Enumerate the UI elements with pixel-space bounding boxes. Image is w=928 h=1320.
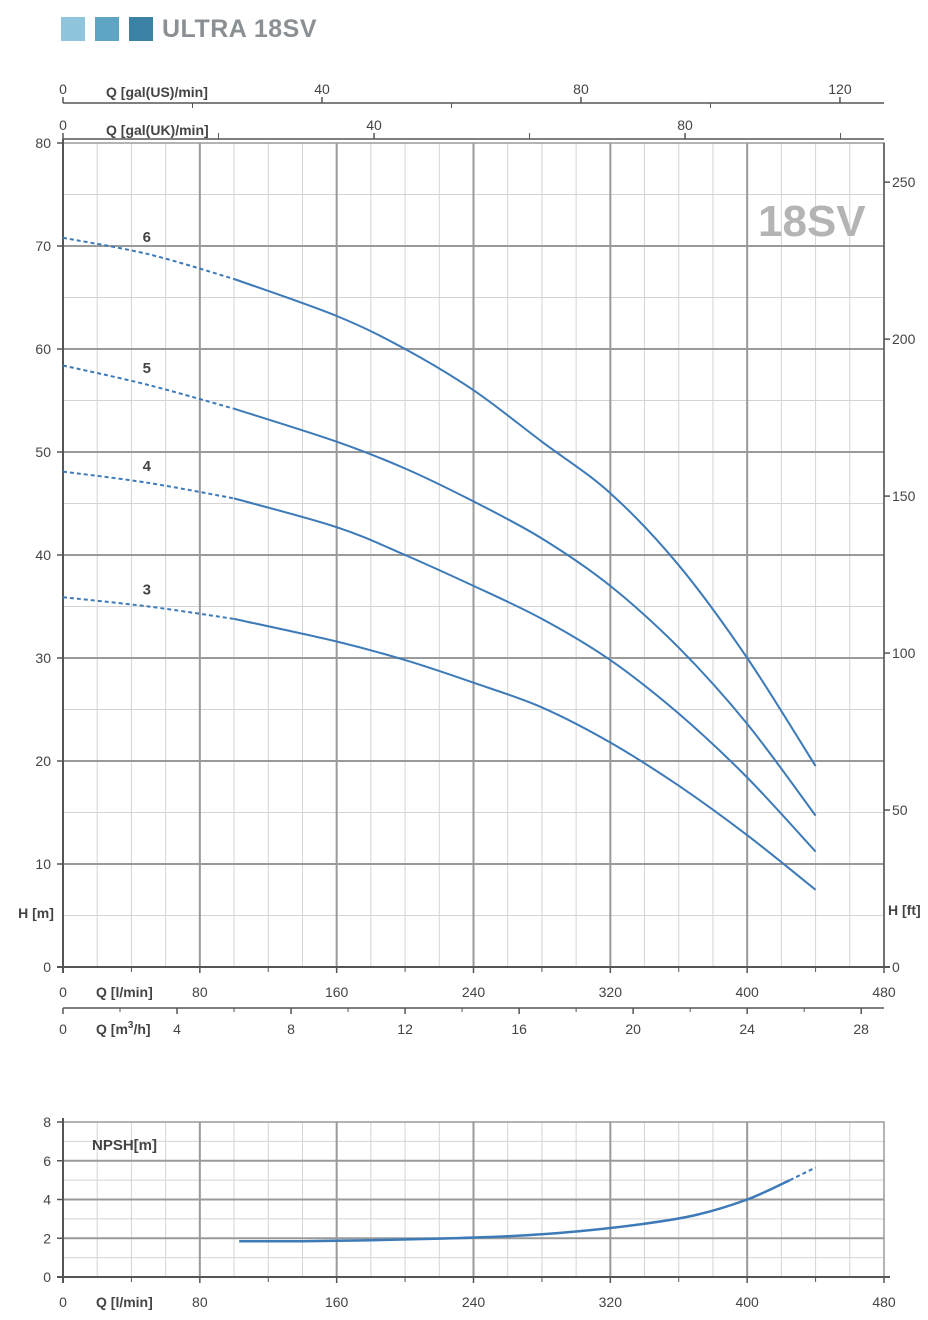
y2-tick-label: 150	[892, 488, 916, 504]
npsh-x-tick-label: 0	[59, 1294, 67, 1310]
npsh-y-tick-label: 6	[43, 1153, 51, 1169]
npsh-curve-dashed	[789, 1166, 817, 1181]
y-tick-label: 50	[35, 444, 51, 460]
npsh-x-tick-label: 320	[599, 1294, 623, 1310]
curve-label-6: 6	[143, 229, 151, 246]
curve-5-dashed	[62, 364, 235, 410]
npsh-x-tick-label: 240	[462, 1294, 486, 1310]
y2-tick-label: 50	[892, 802, 908, 818]
galus-tick-label: 120	[828, 81, 852, 97]
m3h-tick-label: 0	[59, 1021, 67, 1037]
x-tick-label: 160	[325, 984, 349, 1000]
y2-tick-label: 100	[892, 645, 916, 661]
curve-label-3: 3	[143, 582, 151, 599]
npsh-x-tick-label: 480	[872, 1294, 896, 1310]
y-tick-label: 10	[35, 856, 51, 872]
curve-3-dashed	[62, 596, 235, 620]
y2-tick-label: 200	[892, 331, 916, 347]
y-tick-label: 20	[35, 753, 51, 769]
x-tick-label: 400	[735, 984, 759, 1000]
npsh-x-tick-label: 400	[735, 1294, 759, 1310]
galuk-tick-label: 80	[677, 117, 693, 133]
y-tick-label: 40	[35, 547, 51, 563]
npsh-y-tick-label: 2	[43, 1230, 51, 1246]
x-tick-label: 480	[872, 984, 896, 1000]
m3h-tick-label: 20	[625, 1021, 641, 1037]
x-tick-label: 240	[462, 984, 486, 1000]
x-tick-label: 0	[59, 984, 67, 1000]
galus-tick-label: 40	[314, 81, 330, 97]
x-tick-label: 320	[599, 984, 623, 1000]
curve-4-dashed	[62, 470, 235, 500]
curve-5	[233, 407, 817, 817]
x-axis-label: Q [l/min]	[96, 984, 153, 1000]
m3h-tick-label: 16	[511, 1021, 527, 1037]
npsh-curve	[239, 1178, 791, 1243]
y-tick-label: 80	[35, 135, 51, 151]
x-tick-label: 80	[192, 984, 208, 1000]
m3h-tick-label: 4	[173, 1021, 181, 1037]
curve-6-dashed	[62, 236, 235, 280]
model-badge: 18SV	[758, 197, 866, 246]
galuk-tick-label: 40	[366, 117, 382, 133]
curve-4	[233, 497, 817, 853]
m3h-tick-label: 8	[287, 1021, 295, 1037]
y2-tick-label: 0	[892, 959, 900, 975]
header-square-mid	[95, 17, 119, 41]
y-axis-label: H [m]	[18, 905, 54, 921]
curve-label-4: 4	[143, 458, 152, 475]
curve-3	[233, 617, 817, 891]
npsh-y-tick-label: 4	[43, 1192, 51, 1208]
y-tick-label: 60	[35, 341, 51, 357]
y2-tick-label: 250	[892, 174, 916, 190]
npsh-y-tick-label: 8	[43, 1114, 51, 1130]
y-tick-label: 30	[35, 650, 51, 666]
header-square-light	[61, 17, 85, 41]
y2-axis-label: H [ft]	[888, 902, 921, 918]
header-square-dark	[129, 17, 153, 41]
m3h-axis-label: Q [m3/h]	[96, 1020, 151, 1037]
curve-6	[233, 278, 817, 767]
npsh-x-tick-label: 160	[325, 1294, 349, 1310]
galus-tick-label: 80	[573, 81, 589, 97]
npsh-x-tick-label: 80	[192, 1294, 208, 1310]
y-tick-label: 0	[43, 959, 51, 975]
npsh-y-tick-label: 0	[43, 1269, 51, 1285]
m3h-tick-label: 28	[853, 1021, 869, 1037]
galuk-tick-label: 0	[59, 117, 67, 133]
y-tick-label: 70	[35, 238, 51, 254]
curve-label-5: 5	[143, 360, 151, 377]
npsh-y-axis-label: NPSH[m]	[92, 1137, 157, 1154]
page-title: ULTRA 18SV	[162, 15, 318, 43]
m3h-tick-label: 12	[397, 1021, 413, 1037]
npsh-x-axis-label: Q [l/min]	[96, 1294, 153, 1310]
galuk-axis-label: Q [gal(UK)/min]	[106, 122, 209, 138]
galus-tick-label: 0	[59, 81, 67, 97]
galus-axis-label: Q [gal(US)/min]	[106, 84, 208, 100]
m3h-tick-label: 24	[739, 1021, 755, 1037]
